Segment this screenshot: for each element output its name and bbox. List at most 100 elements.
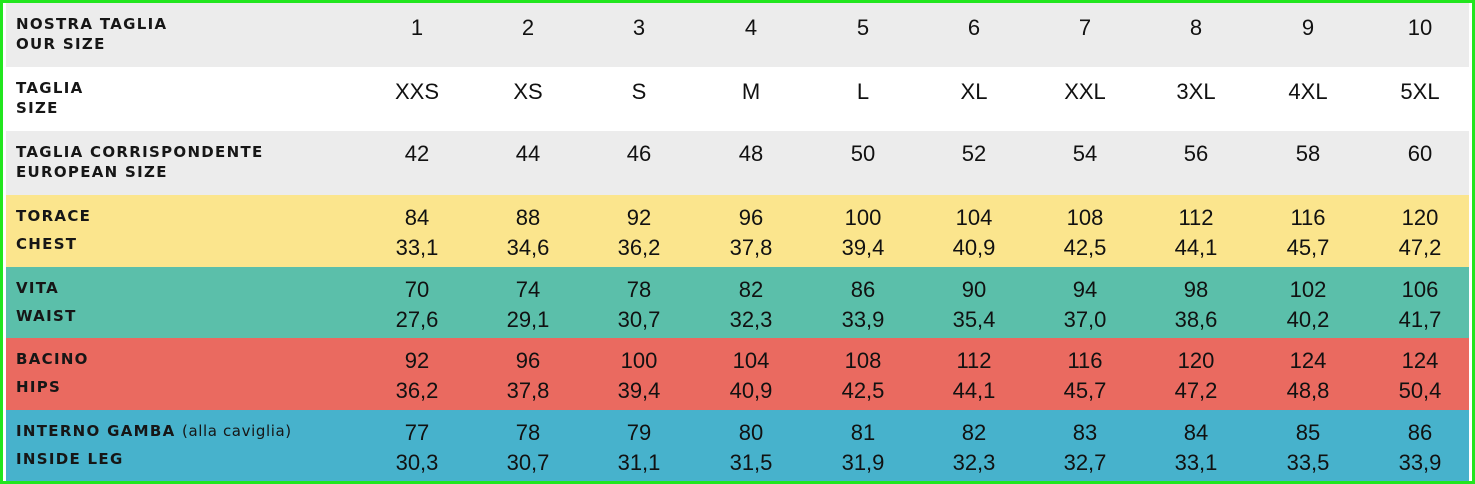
size-value: 3	[632, 15, 646, 40]
cells: 92 96 100 104 108 112 116 120 124 124 36,2 37,8 39,4…	[384, 338, 1469, 410]
value-cm: 84	[404, 205, 430, 230]
value-cm: 116	[1290, 205, 1326, 230]
value-cm: 100	[844, 205, 882, 230]
row-chest: TORACE CHEST 84 88 92 96 100 104 108 112 116 120 3…	[6, 195, 1469, 267]
label-italian: INTERNO GAMBA (alla caviglia)	[16, 422, 292, 440]
size-value: M	[741, 79, 761, 104]
value-inches: 36,2	[395, 378, 439, 403]
size-value: 10	[1407, 15, 1433, 40]
size-value: XXS	[394, 79, 440, 104]
value-inches: 44,1	[1174, 235, 1218, 260]
label-italian: TORACE	[16, 207, 92, 225]
value-inches: 33,5	[1286, 450, 1330, 475]
value-cm: 112	[1178, 205, 1214, 230]
value-cm: 112	[956, 348, 992, 373]
value-cm: 80	[738, 420, 764, 445]
size-value: 4	[744, 15, 758, 40]
value-inches: 30,7	[617, 307, 661, 332]
row-label: TORACE CHEST	[6, 195, 384, 267]
label-note: (alla caviglia)	[182, 422, 292, 440]
value-inches: 37,0	[1063, 307, 1107, 332]
value-inches: 37,8	[729, 235, 773, 260]
size-value: 6	[967, 15, 981, 40]
value-cm: 120	[1177, 348, 1215, 373]
value-inches: 30,3	[395, 450, 439, 475]
label-italian: NOSTRA TAGLIA	[16, 15, 168, 33]
value-inches: 33,9	[1398, 450, 1442, 475]
row-label: NOSTRA TAGLIA OUR SIZE	[6, 3, 384, 67]
value-inches: 45,7	[1063, 378, 1107, 403]
row-european-size: TAGLIA CORRISPONDENTE EUROPEAN SIZE 42 44…	[6, 131, 1469, 195]
value-inches: 44,1	[952, 378, 996, 403]
row-size: TAGLIA SIZE XXS XS S M L XL XXL 3XL 4XL 5XL	[6, 67, 1469, 131]
value-inches: 47,2	[1398, 235, 1442, 260]
row-label: TAGLIA CORRISPONDENTE EUROPEAN SIZE	[6, 131, 384, 195]
value-cm: 106	[1401, 277, 1439, 302]
value-cm: 124	[1401, 348, 1439, 373]
value-cm: 96	[738, 205, 764, 230]
label-english: HIPS	[16, 378, 62, 396]
label-english: CHEST	[16, 235, 78, 253]
size-value: XS	[513, 79, 543, 104]
value-inches: 36,2	[617, 235, 661, 260]
value-inches: 40,9	[952, 235, 996, 260]
value-inches: 33,9	[841, 307, 885, 332]
value-cm: 82	[738, 277, 764, 302]
label-italian: VITA	[16, 279, 60, 297]
value-cm: 90	[961, 277, 987, 302]
size-value: 9	[1301, 15, 1315, 40]
size-value: 5	[856, 15, 870, 40]
cells: 1 2 3 4 5 6 7 8 9 10	[384, 3, 1469, 67]
size-value: 52	[961, 141, 987, 166]
value-inches: 40,2	[1286, 307, 1330, 332]
value-cm: 79	[626, 420, 652, 445]
value-inches: 35,4	[952, 307, 996, 332]
size-value: L	[856, 79, 870, 104]
cells: XXS XS S M L XL XXL 3XL 4XL 5XL	[384, 67, 1469, 131]
label-italian-main: INTERNO GAMBA	[16, 422, 176, 440]
value-cm: 82	[961, 420, 987, 445]
label-english: EUROPEAN SIZE	[16, 163, 168, 181]
value-inches: 48,8	[1286, 378, 1330, 403]
value-cm: 94	[1072, 277, 1098, 302]
value-cm: 108	[1066, 205, 1104, 230]
row-waist: VITA WAIST 70 74 78 82 86 90 94 98 102 106 27,6 29,…	[6, 267, 1469, 338]
value-cm: 116	[1067, 348, 1103, 373]
value-inches: 45,7	[1286, 235, 1330, 260]
value-inches: 33,1	[1174, 450, 1218, 475]
cells: 70 74 78 82 86 90 94 98 102 106 27,6 29,1 30,7 32,3 33…	[384, 267, 1469, 338]
value-inches: 40,9	[729, 378, 773, 403]
size-value: 44	[515, 141, 541, 166]
label-english: OUR SIZE	[16, 35, 106, 53]
cells: 84 88 92 96 100 104 108 112 116 120 33,1 34,6 36,2 37…	[384, 195, 1469, 267]
size-value: S	[631, 79, 647, 104]
value-cm: 88	[515, 205, 541, 230]
value-cm: 92	[404, 348, 430, 373]
size-value: XL	[960, 79, 988, 104]
value-inches: 42,5	[1063, 235, 1107, 260]
value-cm: 78	[626, 277, 652, 302]
label-italian: BACINO	[16, 350, 89, 368]
value-cm: 83	[1072, 420, 1098, 445]
value-inches: 37,8	[506, 378, 550, 403]
value-inches: 38,6	[1174, 307, 1218, 332]
value-inches: 42,5	[841, 378, 885, 403]
value-cm: 96	[515, 348, 541, 373]
row-our-size: NOSTRA TAGLIA OUR SIZE 1 2 3 4 5 6 7 8 9 10	[6, 3, 1469, 67]
size-value: 58	[1295, 141, 1321, 166]
value-inches: 29,1	[506, 307, 550, 332]
value-cm: 85	[1295, 420, 1321, 445]
row-inside-leg: INTERNO GAMBA (alla caviglia) INSIDE LEG…	[6, 410, 1469, 481]
value-inches: 32,3	[952, 450, 996, 475]
size-value: 1	[410, 15, 424, 40]
label-english: INSIDE LEG	[16, 450, 124, 468]
value-inches: 41,7	[1398, 307, 1442, 332]
value-cm: 102	[1289, 277, 1327, 302]
value-inches: 31,1	[617, 450, 661, 475]
value-cm: 81	[850, 420, 876, 445]
value-cm: 70	[404, 277, 430, 302]
value-inches: 33,1	[395, 235, 439, 260]
cells: 77 78 79 80 81 82 83 84 85 86 30,3 30,7 31,1 31,5 31,9…	[384, 410, 1469, 481]
value-cm: 77	[404, 420, 430, 445]
